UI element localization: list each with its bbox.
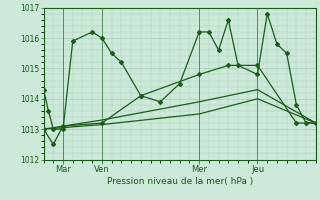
X-axis label: Pression niveau de la mer( hPa ): Pression niveau de la mer( hPa ): [107, 177, 253, 186]
